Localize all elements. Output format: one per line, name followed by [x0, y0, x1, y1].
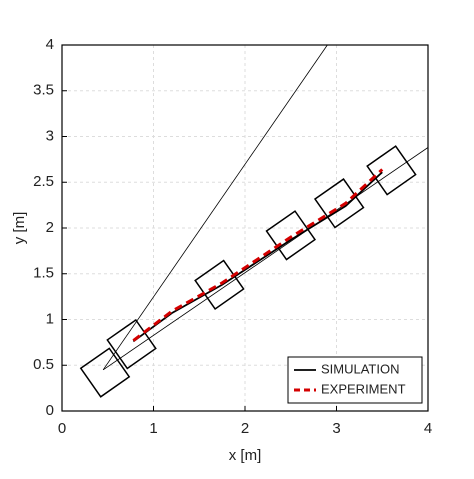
legend-label: EXPERIMENT [321, 381, 406, 396]
y-tick-label: 0.5 [33, 356, 54, 373]
y-axis-label: y [m] [11, 212, 28, 245]
series-line [132, 168, 384, 342]
y-tick-label: 3.5 [33, 82, 54, 99]
legend [287, 356, 423, 404]
y-tick-label: 2.5 [33, 173, 54, 190]
y-tick-label: 3 [46, 127, 54, 144]
x-tick-label: 0 [58, 420, 66, 437]
x-tick-label: 1 [149, 420, 157, 437]
y-tick-label: 1.5 [33, 265, 54, 282]
legend-label: SIMULATION [321, 361, 400, 376]
y-tick-label: 1 [46, 310, 54, 327]
reference-line [102, 45, 328, 371]
footprint [106, 318, 157, 370]
x-axis-label: x [m] [229, 447, 262, 464]
footprint [265, 210, 317, 261]
y-tick-label: 0 [46, 402, 54, 419]
reference-line [102, 147, 428, 371]
footprint [194, 259, 245, 310]
footprint [79, 347, 131, 398]
footprint [366, 145, 417, 196]
y-tick-label: 4 [46, 36, 54, 53]
y-tick-label: 2 [46, 219, 54, 236]
axes-frame [61, 44, 429, 412]
x-tick-label: 3 [332, 420, 340, 437]
x-tick-label: 2 [241, 420, 249, 437]
footprint [313, 178, 365, 229]
x-tick-label: 4 [424, 420, 432, 437]
